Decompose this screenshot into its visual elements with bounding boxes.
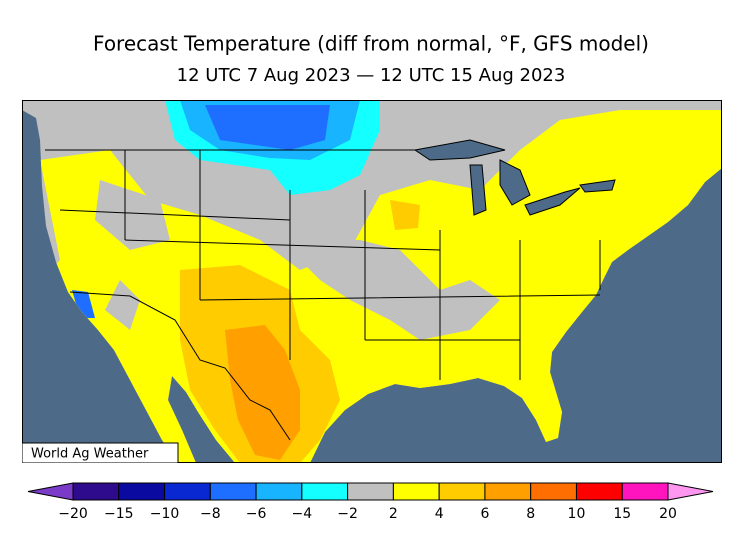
colorbar-segment [484, 482, 532, 501]
colorbar-segment [530, 482, 577, 501]
colorbar: −20 −15 −10 −8 −6 −4 −2 2 4 6 8 10 15 20 [27, 482, 714, 522]
colorbar-segment [621, 482, 669, 501]
colorbar-segment [438, 482, 486, 501]
colorbar-label: 8 [526, 506, 535, 522]
colorbar-segment [347, 482, 394, 501]
colorbar-segment [118, 482, 166, 501]
colorbar-label: −4 [292, 506, 313, 522]
colorbar-segment [301, 482, 349, 501]
colorbar-label: −6 [246, 506, 267, 522]
colorbar-label: 4 [435, 506, 444, 522]
colorbar-over [667, 482, 714, 501]
credit: World Ag Weather [31, 447, 149, 462]
colorbar-segment [164, 482, 211, 501]
title: Forecast Temperature (diff from normal, … [93, 32, 649, 56]
colorbar-label: 10 [568, 506, 586, 522]
colorbar-label: −10 [150, 506, 180, 522]
lakes [413, 139, 616, 216]
borders [45, 149, 601, 441]
colorbar-label: −20 [58, 506, 88, 522]
colorbar-segment [392, 482, 440, 501]
colorbar-segment [72, 482, 120, 501]
colorbar-segment [575, 482, 623, 501]
colorbar-segment [255, 482, 303, 501]
colorbar-segment [209, 482, 257, 501]
colorbar-label: 2 [389, 506, 398, 522]
colorbar-under [27, 482, 74, 501]
colorbar-label: 6 [480, 506, 489, 522]
colorbar-label: 15 [613, 506, 631, 522]
colorbar-label: −8 [200, 506, 221, 522]
credit-box [22, 442, 179, 463]
colorbar-label: 20 [659, 506, 677, 522]
subtitle: 12 UTC 7 Aug 2023 — 12 UTC 15 Aug 2023 [177, 65, 566, 86]
colorbar-label: −15 [104, 506, 134, 522]
map: World Ag Weather [22, 100, 722, 463]
colorbar-label: −2 [337, 506, 358, 522]
